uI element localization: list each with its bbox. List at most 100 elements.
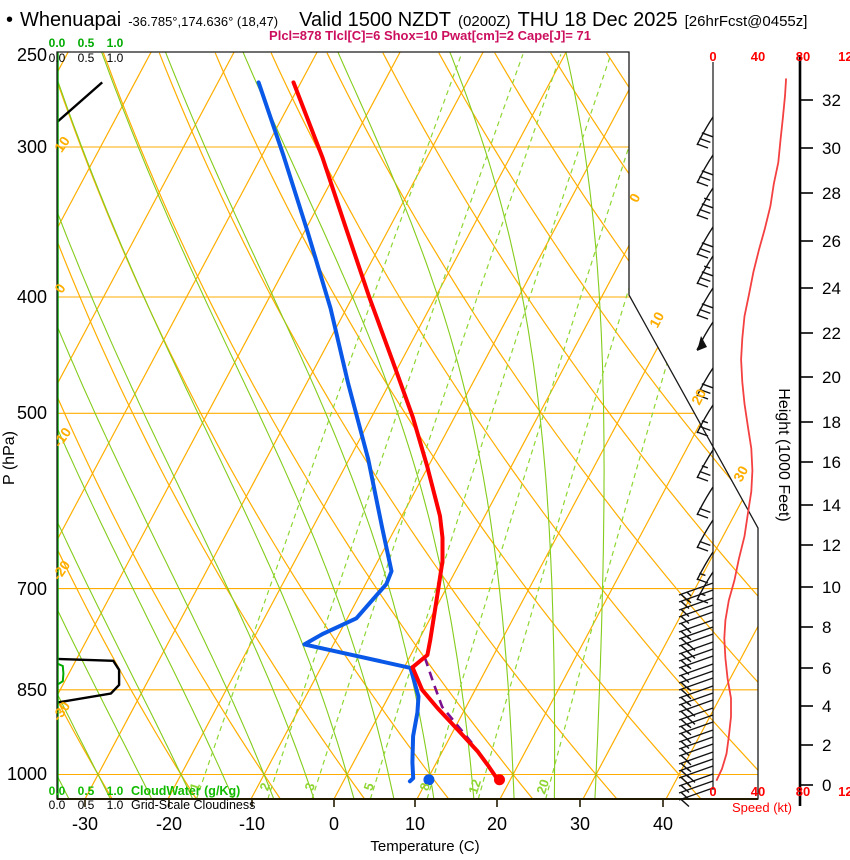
cloudiness-scale-bottom: 1.0 (107, 798, 124, 812)
wind-barb (696, 449, 714, 482)
speed-tick-label-top: 0 (709, 49, 716, 64)
dry-adiabat-label: 10 (51, 133, 73, 155)
isotherm-label: 30 (730, 463, 752, 484)
plot-border (56, 51, 759, 800)
isotherm-label: 10 (646, 309, 668, 330)
height-tick-label: 0 (822, 776, 831, 795)
surface_dewpoint-dot (423, 774, 435, 786)
wind-barb (678, 729, 714, 750)
cloudiness-scale-top: 0.0 (49, 51, 66, 65)
valid-date: THU 18 Dec 2025 (517, 9, 678, 31)
height-tick-label: 2 (822, 736, 831, 755)
temperature-curve (291, 80, 500, 782)
wind-barb (696, 367, 714, 400)
wind-barb (696, 404, 714, 437)
valid-time: Valid 1500 NZDT (299, 9, 452, 31)
cloudwater-profile-low (57, 662, 65, 686)
pressure-tick-label: 850 (17, 680, 47, 700)
chart-title: • Whenuapai -36.785°,174.636° (18,47) Va… (6, 9, 850, 32)
wind-barb (678, 604, 714, 625)
station-bullet: • (6, 9, 14, 31)
speed-axis-title: Speed (kt) (732, 800, 792, 815)
height-tick-label: 20 (822, 368, 841, 387)
dry-adiabat-lines (57, 52, 758, 799)
height-tick-label: 32 (822, 91, 841, 110)
cloudwater-scale-bottom: 0.0 (49, 784, 66, 798)
forecast-tag: [26hrFcst@0455z] (684, 13, 808, 30)
plot-area (57, 52, 758, 799)
wind-speed-profile (715, 78, 787, 782)
cloudiness-profile-upper (57, 81, 103, 124)
wind-barb (678, 780, 714, 801)
sounding-indices: Plcl=878 Tlcl[C]=6 Shox=10 Pwat[cm]=2 Ca… (269, 28, 591, 43)
wind-barb (696, 187, 714, 220)
pressure-axis: 250 300 400 500 700 850 1000 P (hPa) (1, 45, 47, 784)
temp-tick-label: -30 (72, 814, 98, 834)
pressure-tick-label: 400 (17, 287, 47, 307)
station-name: Whenuapai (20, 9, 122, 31)
mixing-ratio-label: 5 (360, 781, 377, 793)
temperature-axis: -30 -20 -10 0 10 20 30 40 Temperature (C) (72, 799, 673, 855)
wind-barb (696, 255, 714, 288)
cloudwater-legend: CloudWater (g/Kg) (131, 784, 240, 798)
height-tick-label: 6 (822, 659, 831, 678)
wind-barb (678, 597, 714, 618)
cloudiness-legend: Grid-Scale Cloudiness (131, 798, 255, 812)
pressure-tick-label: 1000 (7, 764, 47, 784)
height-tick-label: 30 (822, 139, 841, 158)
temp-tick-label: 10 (405, 814, 425, 834)
wind-barb (678, 663, 714, 684)
speed-tick-label-bottom: 80 (796, 784, 810, 799)
isotherm-lines (57, 52, 758, 799)
temp-tick-label: 40 (653, 814, 673, 834)
speed-tick-label-top: 40 (751, 49, 765, 64)
wind-barb (696, 226, 714, 259)
height-axis-title: Height (1000 Feet) (775, 388, 792, 521)
wind-barbs (678, 62, 714, 808)
wind-barb (696, 116, 714, 149)
wind-barb (696, 287, 714, 320)
cloudwater-scale-bottom: 1.0 (107, 784, 124, 798)
dry-adiabat-label: -20 (49, 557, 74, 583)
height-tick-label: 10 (822, 578, 841, 597)
dry-adiabat-label: 0 (51, 280, 69, 296)
temp-tick-label: 30 (570, 814, 590, 834)
mixing-ratio-label: 20 (533, 777, 552, 795)
dewpoint-curve (256, 80, 421, 784)
temp-tick-label: -20 (156, 814, 182, 834)
temp-tick-label: -10 (239, 814, 265, 834)
cloudwater-scale-top: 1.0 (107, 36, 124, 50)
temp-tick-label: 0 (329, 814, 339, 834)
cloudwater-scale-top: 0.5 (78, 36, 95, 50)
wind-barb (696, 519, 714, 552)
mixing-ratio-label: 3 (301, 781, 318, 793)
mixing-ratio-lines (195, 54, 758, 799)
cloudwater-scale-bottom: 0.5 (78, 784, 95, 798)
speed-tick-label-bottom: 40 (751, 784, 765, 799)
height-tick-label: 4 (822, 697, 831, 716)
speed-tick-label-top: 80 (796, 49, 810, 64)
surface_temperature-dot (493, 774, 505, 786)
valid-utc: (0200Z) (458, 13, 511, 30)
plot-frame (56, 51, 759, 800)
wind-barb (696, 321, 714, 351)
height-tick-label: 18 (822, 413, 841, 432)
pressure-tick-label: 300 (17, 137, 47, 157)
cloudiness-scale-top: 0.5 (78, 51, 95, 65)
wind-barb (696, 551, 714, 584)
height-tick-label: 28 (822, 184, 841, 203)
pressure-tick-label: 700 (17, 579, 47, 599)
wind-barb (678, 787, 714, 808)
speed-axis: 0040408080120120Speed (kt) (709, 49, 850, 815)
wind-barb (678, 736, 714, 757)
cloudiness-scale-top: 1.0 (107, 51, 124, 65)
height-tick-label: 16 (822, 453, 841, 472)
height-tick-label: 22 (822, 324, 841, 343)
wind-barb (678, 773, 714, 794)
mixing-ratio-label: 12 (465, 777, 484, 795)
speed-tick-label-bottom: 0 (709, 784, 716, 799)
station-coords: -36.785°,174.636° (18,47) (128, 14, 279, 29)
isobar-lines (57, 146, 758, 776)
